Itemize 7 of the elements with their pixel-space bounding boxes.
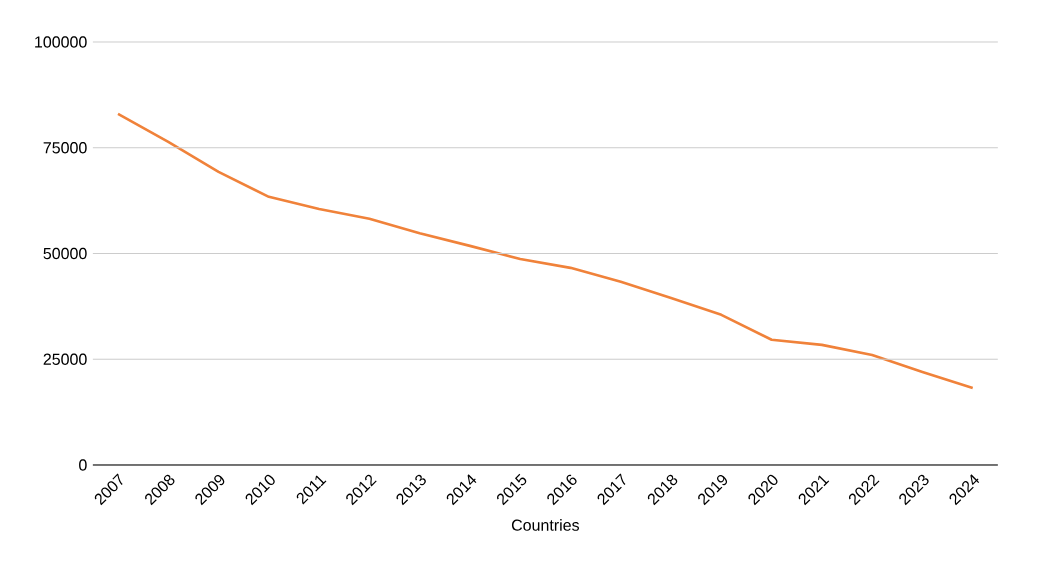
x-axis-title: Countries: [511, 519, 580, 531]
y-tick-label: 100000: [35, 36, 87, 48]
y-tick-label: 0: [79, 459, 87, 471]
y-tick-label: 75000: [43, 142, 87, 154]
line-series: [116, 112, 975, 390]
y-tick-label: 25000: [43, 353, 87, 365]
y-tick-label: 50000: [43, 247, 87, 260]
